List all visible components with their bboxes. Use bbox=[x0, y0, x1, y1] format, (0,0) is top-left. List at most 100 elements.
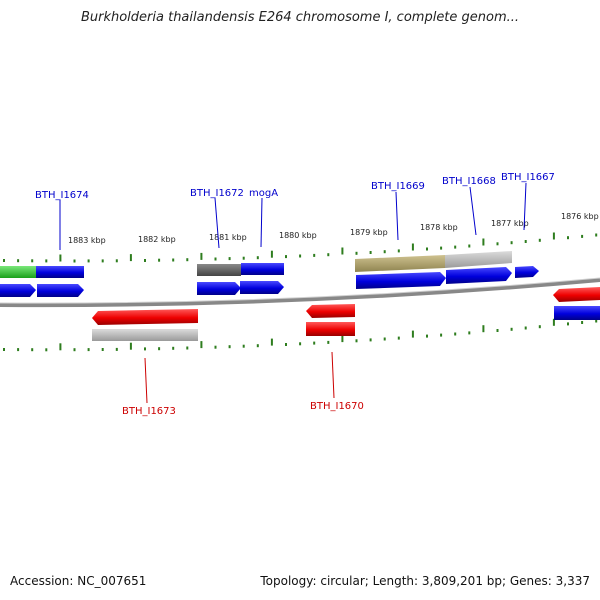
ruler-label-1877kbp: 1877 kbp bbox=[491, 219, 529, 228]
ruler-tick-major bbox=[129, 342, 132, 350]
ruler-tick-minor bbox=[567, 236, 569, 240]
gene-label-BTH_I1667[interactable]: BTH_I1667 bbox=[501, 172, 555, 183]
ruler-tick-major bbox=[341, 247, 344, 255]
ruler-tick-minor bbox=[285, 255, 287, 259]
ruler-tick-minor bbox=[355, 339, 358, 343]
ruler-tick-minor bbox=[426, 247, 428, 251]
ruler-tick-minor bbox=[186, 346, 189, 350]
ruler-tick-major bbox=[552, 232, 555, 240]
ruler-tick-minor bbox=[299, 342, 302, 346]
gene-reverse[interactable] bbox=[92, 309, 198, 325]
ruler-tick-minor bbox=[115, 347, 118, 351]
ruler-tick-minor bbox=[440, 333, 443, 337]
ruler-tick-minor bbox=[158, 347, 161, 351]
feature-blue[interactable] bbox=[241, 263, 284, 275]
ruler-tick-major bbox=[59, 254, 62, 262]
feature-blue[interactable] bbox=[515, 266, 539, 278]
ruler-tick-minor bbox=[468, 244, 471, 248]
track-forward-inner bbox=[0, 267, 512, 297]
gene-label-BTH_I1672[interactable]: BTH_I1672 bbox=[190, 188, 244, 199]
genome-info-label: Topology: circular; Length: 3,809,201 bp… bbox=[260, 574, 590, 588]
ruler-tick-major bbox=[411, 243, 414, 251]
ruler-tick-minor bbox=[595, 233, 598, 237]
ruler-ticks-top bbox=[3, 232, 598, 263]
ruler-tick-minor bbox=[313, 341, 316, 345]
ruler-tick-minor bbox=[355, 251, 358, 255]
accession-label: Accession: NC_007651 bbox=[10, 574, 147, 588]
ruler-tick-minor bbox=[214, 257, 217, 261]
gene-label-BTH_I1673[interactable]: BTH_I1673 bbox=[122, 406, 176, 417]
gene-label-BTH_I1674[interactable]: BTH_I1674 bbox=[35, 190, 89, 201]
ruler-tick-major bbox=[341, 335, 344, 343]
ruler-tick-minor bbox=[397, 249, 400, 253]
gene-forward[interactable] bbox=[356, 272, 446, 289]
feature-olive[interactable] bbox=[355, 255, 445, 272]
ruler-tick-minor bbox=[3, 259, 5, 262]
ruler-tick-minor bbox=[256, 344, 259, 348]
ruler-tick-minor bbox=[468, 331, 471, 335]
feature-green[interactable] bbox=[0, 266, 36, 278]
ruler-tick-minor bbox=[87, 348, 90, 352]
track-forward-outer bbox=[0, 251, 539, 278]
ruler-tick-minor bbox=[214, 345, 217, 349]
ruler-tick-minor bbox=[186, 258, 189, 262]
feature-darkgrey[interactable] bbox=[197, 264, 241, 276]
ruler-tick-minor bbox=[510, 241, 513, 245]
chromosome-backbone bbox=[0, 278, 600, 308]
ruler-label-1878kbp: 1878 kbp bbox=[420, 223, 458, 232]
ruler-tick-minor bbox=[45, 348, 48, 352]
gene-forward[interactable] bbox=[197, 282, 241, 295]
ruler-tick-minor bbox=[172, 258, 175, 262]
gene-forward[interactable] bbox=[0, 284, 36, 297]
gene-label-BTH_I1668[interactable]: BTH_I1668 bbox=[442, 176, 496, 187]
reverse-leader-lines bbox=[144, 351, 335, 404]
ruler-tick-minor bbox=[383, 250, 386, 254]
ruler-tick-minor bbox=[581, 234, 584, 238]
ruler-tick-major bbox=[270, 250, 273, 258]
ruler-label-1883kbp: 1883 kbp bbox=[68, 236, 106, 245]
ruler-tick-minor bbox=[454, 332, 457, 336]
gene-forward[interactable] bbox=[37, 284, 84, 297]
ruler-tick-minor bbox=[3, 348, 5, 351]
gene-label-BTH_I1669[interactable]: BTH_I1669 bbox=[371, 181, 425, 192]
gene-label-BTH_I1670[interactable]: BTH_I1670 bbox=[310, 401, 364, 412]
gene-reverse[interactable] bbox=[306, 322, 355, 336]
ruler-tick-minor bbox=[115, 259, 118, 263]
ruler-tick-minor bbox=[524, 240, 527, 243]
gene-reverse[interactable] bbox=[553, 287, 600, 302]
ruler-tick-minor bbox=[327, 340, 330, 344]
gene-blue[interactable] bbox=[554, 306, 600, 320]
ruler-tick-minor bbox=[144, 259, 146, 262]
ruler-tick-minor bbox=[242, 344, 245, 348]
feature-grey[interactable] bbox=[445, 251, 512, 268]
ruler-tick-minor bbox=[158, 258, 161, 262]
ruler-tick-major bbox=[482, 238, 485, 246]
ruler-tick-minor bbox=[538, 238, 541, 242]
gene-reverse[interactable] bbox=[306, 304, 355, 318]
gene-forward[interactable] bbox=[240, 281, 284, 294]
ruler-tick-major bbox=[129, 254, 132, 262]
ruler-tick-minor bbox=[369, 338, 372, 342]
ruler-tick-minor bbox=[31, 348, 34, 352]
ruler-tick-minor bbox=[510, 327, 513, 331]
feature-grey[interactable] bbox=[92, 329, 198, 341]
ruler-tick-major bbox=[200, 252, 203, 260]
ruler-tick-minor bbox=[285, 343, 287, 346]
ruler-tick-minor bbox=[172, 346, 175, 350]
gene-label-mogA[interactable]: mogA bbox=[249, 188, 278, 199]
ruler-label-1881kbp: 1881 kbp bbox=[209, 233, 247, 242]
ruler-label-1879kbp: 1879 kbp bbox=[350, 228, 388, 237]
feature-blue[interactable] bbox=[36, 266, 84, 278]
ruler-tick-minor bbox=[256, 256, 259, 260]
ruler-tick-major bbox=[552, 318, 555, 326]
ruler-label-1876kbp: 1876 kbp bbox=[561, 212, 599, 221]
map-title: Burkholderia thailandensis E264 chromoso… bbox=[80, 10, 520, 25]
ruler-tick-minor bbox=[101, 348, 104, 351]
gene-forward[interactable] bbox=[446, 267, 512, 284]
ruler-tick-minor bbox=[228, 257, 231, 261]
ruler-tick-minor bbox=[397, 336, 400, 340]
forward-leader-lines bbox=[59, 182, 527, 250]
ruler-tick-minor bbox=[454, 245, 457, 249]
ruler-tick-minor bbox=[440, 246, 443, 250]
